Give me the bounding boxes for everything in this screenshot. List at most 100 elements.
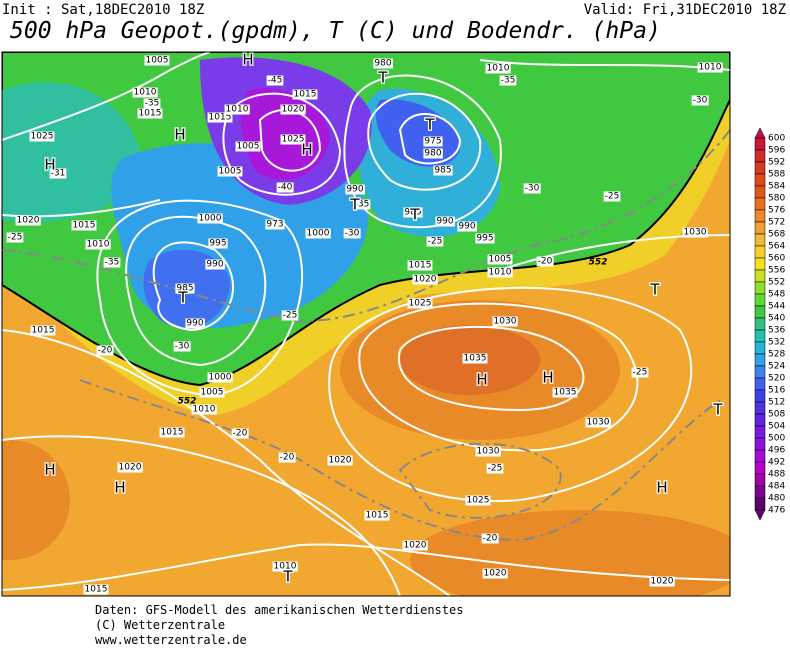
- isobar-label: 1025: [409, 299, 432, 309]
- legend-label: 524: [768, 362, 785, 372]
- isotherm-label: -25: [605, 192, 620, 202]
- isobar-label: 1010: [134, 88, 157, 98]
- isobar-label-box: [487, 254, 513, 265]
- isotherm-label-box: [96, 345, 114, 356]
- isotherm-label-box: [266, 75, 284, 86]
- isobar-label: 995: [209, 239, 226, 249]
- isobar-label: 1020: [17, 216, 40, 226]
- isobar-label-box: [71, 220, 97, 231]
- legend-label: 528: [768, 350, 785, 360]
- legend-label: 588: [768, 170, 785, 180]
- isotherm-label: -30: [693, 96, 708, 106]
- legend-label: 512: [768, 398, 785, 408]
- isobar-label: 1030: [684, 228, 707, 238]
- legend-label: 580: [768, 194, 785, 204]
- isobar-label-box: [159, 427, 185, 438]
- isobar-label: 1005: [489, 255, 512, 265]
- legend-swatch: [754, 209, 766, 223]
- pressure-center: T: [349, 196, 360, 214]
- isobar-label: 1015: [209, 113, 232, 123]
- pressure-center: T: [424, 116, 435, 134]
- isobar-label-box: [482, 568, 508, 579]
- isobar-label: 1020: [651, 577, 674, 587]
- valid-label: Valid: Fri,31DEC2010 18Z: [584, 2, 786, 18]
- isobar-label-box: [191, 404, 217, 415]
- isobar-label-box: [423, 136, 443, 147]
- legend-label: 552: [768, 278, 785, 288]
- isobar-label-box: [280, 134, 306, 145]
- isobar-label: 1020: [414, 275, 437, 285]
- isobar-label-box: [185, 318, 205, 329]
- geopotential-label: 552: [178, 397, 197, 407]
- legend-swatch: [754, 185, 766, 199]
- isobar-label: 1025: [467, 496, 490, 506]
- isobar-label-box: [457, 221, 477, 232]
- legend-label: 568: [768, 230, 785, 240]
- isotherm-label: -35: [355, 200, 370, 210]
- isobar-label: 1010: [489, 268, 512, 278]
- legend-swatch: [754, 473, 766, 487]
- legend-swatch: [754, 245, 766, 259]
- isobar-label: 1010: [226, 105, 249, 115]
- isotherm-label: -31: [51, 169, 66, 179]
- isotherm-label-box: [499, 75, 517, 86]
- isobar-label: 1020: [119, 463, 142, 473]
- legend-label: 488: [768, 470, 785, 480]
- isobar-label-box: [265, 219, 285, 230]
- cyan-area: [2, 82, 141, 222]
- map-frame: [1, 51, 731, 597]
- pressure-center: T: [282, 568, 293, 586]
- isobar-label-box: [217, 166, 243, 177]
- isotherm-label: -30: [175, 342, 190, 352]
- isotherm-label: -20: [280, 453, 295, 463]
- isobar-label-box: [197, 213, 223, 224]
- isobar-label: 1010: [274, 562, 297, 572]
- isotherm-label-box: [278, 452, 296, 463]
- isobar-label: 1010: [87, 240, 110, 250]
- isotherm-label-box: [276, 182, 294, 193]
- pressure-center: T: [712, 401, 723, 419]
- isobar-label-box: [485, 63, 511, 74]
- isobar-label: 1015: [409, 261, 432, 271]
- isotherm-label-box: [486, 463, 504, 474]
- isobar-label: 1010: [487, 64, 510, 74]
- legend-swatch: [754, 233, 766, 247]
- isobar-label: 1035: [464, 354, 487, 364]
- legend-swatch: [754, 437, 766, 451]
- footer-line: www.wetterzentrale.de: [95, 633, 247, 647]
- legend-swatch: [754, 389, 766, 403]
- isobar-label: 995: [476, 234, 493, 244]
- isotherm-label: -45: [268, 76, 283, 86]
- legend-arrow: [754, 127, 766, 139]
- pressure-center: H: [44, 461, 55, 479]
- isobar: [152, 241, 234, 332]
- isobar-label-box: [15, 215, 41, 226]
- legend-swatch: [754, 377, 766, 391]
- pressure-center: H: [242, 51, 253, 69]
- isotherm-label-box: [343, 228, 361, 239]
- isobar-label: 1030: [477, 447, 500, 457]
- isobar-label: 990: [346, 185, 363, 195]
- warm-area: [410, 510, 730, 596]
- pressure-center: T: [377, 69, 388, 87]
- isobar-label-box: [144, 55, 170, 66]
- legend-swatch: [754, 197, 766, 211]
- legend-label: 536: [768, 326, 785, 336]
- isotherm-label: -25: [283, 311, 298, 321]
- isotherm-label-box: [281, 310, 299, 321]
- legend-label: 532: [768, 338, 785, 348]
- legend-label: 484: [768, 482, 785, 492]
- legend-swatch: [754, 173, 766, 187]
- isobar-label: 1005: [237, 142, 260, 152]
- isobar-label: 1000: [307, 229, 330, 239]
- isobar-label: 1030: [494, 317, 517, 327]
- isobar-label: 985: [404, 208, 421, 218]
- legend-label: 476: [768, 506, 785, 516]
- isobar-label-box: [30, 325, 56, 336]
- isobar-label-box: [235, 141, 261, 152]
- isobar-label: 990: [186, 319, 203, 329]
- isobar-label-box: [412, 274, 438, 285]
- isotherm-label: -25: [8, 233, 23, 243]
- isobar-label-box: [364, 510, 390, 521]
